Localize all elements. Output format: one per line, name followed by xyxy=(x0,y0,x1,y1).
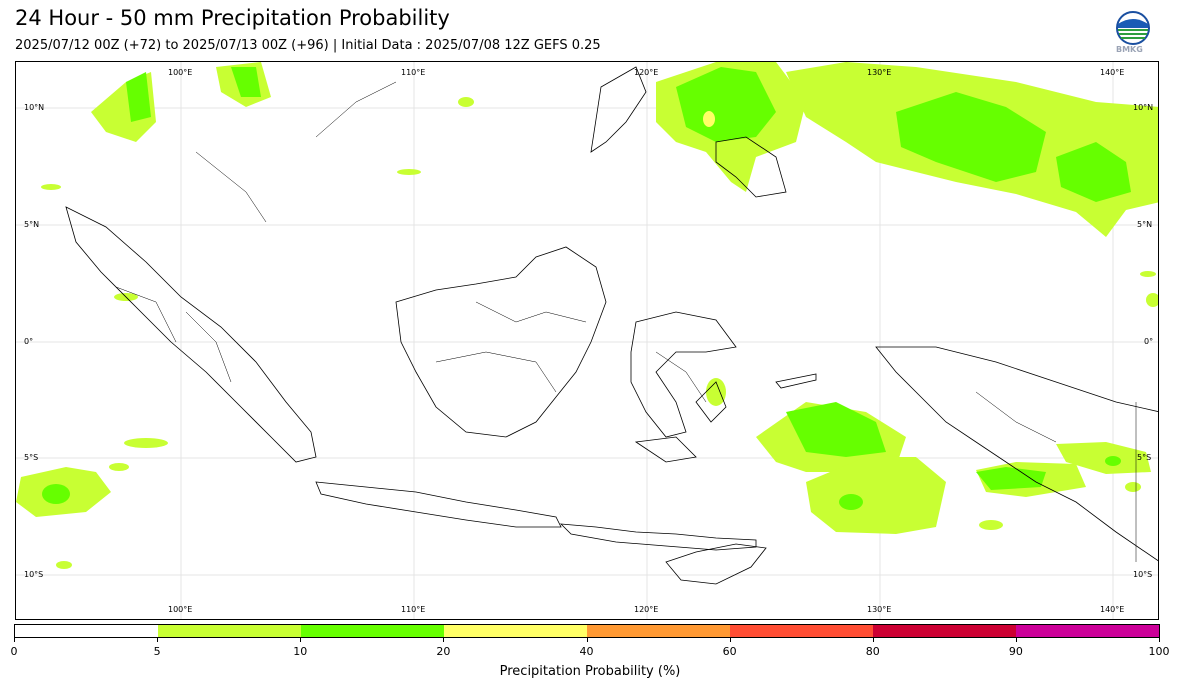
colorbar-segment xyxy=(301,625,444,637)
colorbar-segment xyxy=(158,625,301,637)
bmkg-logo-icon xyxy=(1116,11,1150,45)
colorbar-segment xyxy=(587,625,730,637)
lat-label-right-0: 0° xyxy=(1144,337,1154,346)
lon-label-bottom-120e: 120°E xyxy=(634,605,659,614)
colorbar-tick-mark xyxy=(729,638,731,642)
map-subtitle: 2025/07/12 00Z (+72) to 2025/07/13 00Z (… xyxy=(15,38,601,53)
internal-borders xyxy=(115,81,1137,562)
colorbar-tick-label: 0 xyxy=(10,645,18,658)
prob-20-40-areas xyxy=(703,111,715,127)
lon-label-top-100e: 100°E xyxy=(168,68,193,77)
colorbar-tick-label: 80 xyxy=(865,645,880,658)
lat-label-left-10s: 10°S xyxy=(24,570,44,579)
lon-label-top-140e: 140°E xyxy=(1100,68,1125,77)
colorbar-tick-mark xyxy=(443,638,445,642)
lat-label-right-5s: 5°S xyxy=(1137,453,1152,462)
lat-label-left-10n: 10°N xyxy=(24,103,45,112)
colorbar xyxy=(14,624,1160,638)
colorbar-tick-mark xyxy=(157,638,159,642)
colorbar-segment xyxy=(1016,625,1159,637)
lat-label-left-0: 0° xyxy=(24,337,34,346)
colorbar-tick-label: 10 xyxy=(293,645,308,658)
colorbar-segment xyxy=(730,625,873,637)
lon-label-bottom-100e: 100°E xyxy=(168,605,193,614)
precipitation-map: 100°E 110°E 120°E 130°E 140°E 100°E 110°… xyxy=(15,61,1159,620)
lat-label-right-10s: 10°S xyxy=(1133,570,1153,579)
colorbar-tick-mark xyxy=(14,638,15,642)
colorbar-tick-label: 20 xyxy=(436,645,451,658)
colorbar-tick-mark xyxy=(872,638,874,642)
colorbar-tick-label: 90 xyxy=(1008,645,1023,658)
colorbar-tick-label: 100 xyxy=(1148,645,1170,658)
colorbar-segment xyxy=(444,625,587,637)
colorbar-tick-label: 5 xyxy=(153,645,161,658)
colorbar-segment xyxy=(873,625,1016,637)
colorbar-tick-mark xyxy=(1159,638,1160,642)
colorbar-tick-label: 40 xyxy=(579,645,594,658)
map-title: 24 Hour - 50 mm Precipitation Probabilit… xyxy=(15,6,450,30)
lon-label-bottom-110e: 110°E xyxy=(401,605,426,614)
lon-label-bottom-130e: 130°E xyxy=(867,605,892,614)
logo-text: BMKG xyxy=(1116,45,1143,54)
prob-10-20-areas xyxy=(42,67,1131,510)
colorbar-tick-mark xyxy=(300,638,302,642)
colorbar-tick-label: 60 xyxy=(722,645,737,658)
lat-label-left-5s: 5°S xyxy=(24,453,39,462)
colorbar-title: Precipitation Probability (%) xyxy=(499,664,681,679)
lat-label-right-5n: 5°N xyxy=(1137,220,1153,229)
coastlines xyxy=(65,66,1158,585)
lon-label-bottom-140e: 140°E xyxy=(1100,605,1125,614)
colorbar-tick-mark xyxy=(1015,638,1017,642)
lon-label-top-110e: 110°E xyxy=(401,68,426,77)
lat-label-left-5n: 5°N xyxy=(24,220,40,229)
map-canvas xyxy=(16,62,1158,619)
colorbar-tick-mark xyxy=(586,638,588,642)
lon-label-top-130e: 130°E xyxy=(867,68,892,77)
lat-label-right-10n: 10°N xyxy=(1133,103,1154,112)
colorbar-segment xyxy=(15,625,158,637)
lon-label-top-120e: 120°E xyxy=(634,68,659,77)
